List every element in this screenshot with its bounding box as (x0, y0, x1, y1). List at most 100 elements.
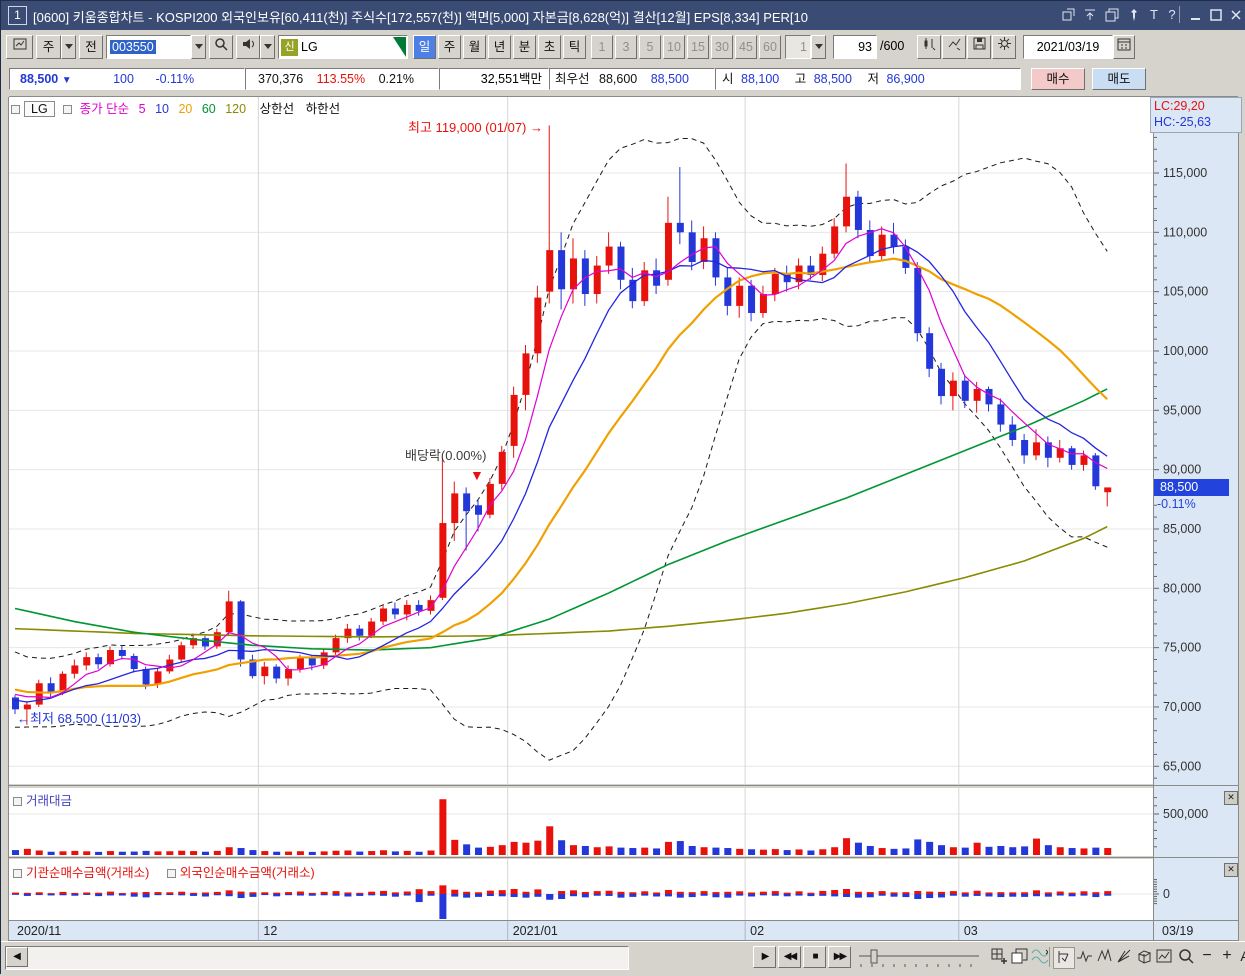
tick-interval-field[interactable]: 1 (785, 35, 811, 59)
pin-icon[interactable] (1125, 6, 1143, 24)
legend-toggle2-icon[interactable] (63, 105, 73, 114)
chart-window-icon[interactable] (6, 35, 33, 59)
tick-1-button[interactable]: 1 (591, 35, 613, 59)
foreign-bar (106, 894, 114, 896)
period-minute-button[interactable]: 분 (513, 35, 536, 59)
popout-icon[interactable] (1059, 6, 1077, 24)
period-month-button[interactable]: 월 (463, 35, 486, 59)
inst-legend-label: 기관순매수금액(거래소) (26, 866, 150, 880)
foreign-bar (914, 891, 922, 894)
zoom-out-button[interactable]: − (1202, 947, 1212, 964)
inst-bar (1044, 894, 1052, 897)
close-icon[interactable] (1227, 6, 1245, 24)
stock-name-box[interactable]: 신 LG (278, 35, 408, 59)
search-icon[interactable] (209, 35, 233, 59)
candle-settings-icon[interactable] (917, 35, 941, 59)
stop-button[interactable]: ■ (803, 946, 826, 968)
font-size-button[interactable]: A (1235, 946, 1245, 968)
candle-body (308, 658, 316, 666)
speaker-icon[interactable] (236, 35, 260, 59)
fast-forward-button[interactable]: ▶▶ (828, 946, 851, 968)
chart-image-icon[interactable] (1154, 947, 1174, 967)
y-axis-label: 115,000 (1163, 166, 1207, 180)
inst-bar (664, 889, 672, 894)
inst-legend-icon[interactable] (13, 869, 22, 878)
angle-line-icon[interactable] (1114, 947, 1134, 967)
save-icon[interactable] (967, 35, 991, 59)
period-second-button[interactable]: 초 (538, 35, 561, 59)
volume-bar (95, 851, 103, 855)
bar-count-input[interactable]: 93 (833, 35, 877, 59)
crosshair-cursor-icon[interactable] (1053, 947, 1075, 969)
inst-bar (593, 891, 601, 894)
line-settings-icon[interactable] (942, 35, 966, 59)
volume-bar (12, 850, 19, 855)
scroll-left-button[interactable]: ◀ (6, 947, 28, 967)
volume-bar (201, 851, 209, 855)
volume-legend-icon[interactable] (13, 797, 22, 806)
duplicate-icon[interactable] (1103, 6, 1121, 24)
peak-marker-icon[interactable] (1074, 947, 1094, 967)
buy-button[interactable]: 매수 (1031, 68, 1085, 90)
speaker-dropdown[interactable] (260, 35, 275, 59)
foreign-bar (510, 894, 518, 897)
help-icon[interactable]: ? (1168, 7, 1176, 22)
zoom-in-button[interactable]: + (1222, 947, 1232, 964)
candle-body (142, 668, 150, 685)
legend-toggle-icon[interactable] (11, 105, 20, 114)
period-tick-button[interactable]: 틱 (563, 35, 586, 59)
chart-scrollbar[interactable]: ◀ (5, 946, 629, 970)
tick-60-button[interactable]: 60 (759, 35, 781, 59)
volume-bar (118, 851, 126, 855)
volume-panel-close-button[interactable]: ✕ (1224, 791, 1238, 805)
speed-slider[interactable] (857, 946, 982, 975)
foreign-bar (1044, 892, 1052, 894)
text-tool-icon[interactable]: T (1150, 7, 1158, 22)
volume-bar (285, 851, 293, 855)
wave-overlay-icon[interactable] (1029, 947, 1049, 967)
prev-button[interactable]: 전 (79, 35, 103, 59)
zoom-magnifier-icon[interactable] (1176, 947, 1196, 967)
netbuy-panel-close-button[interactable]: ✕ (1224, 863, 1238, 877)
calendar-icon[interactable] (1113, 35, 1135, 59)
maximize-icon[interactable] (1207, 6, 1225, 24)
inst-bar (71, 894, 79, 896)
tick-10-button[interactable]: 10 (663, 35, 685, 59)
cube-chart-icon[interactable] (1134, 947, 1154, 967)
tick-5-button[interactable]: 5 (639, 35, 661, 59)
rewind-button[interactable]: ◀◀ (778, 946, 801, 968)
stock-code-input[interactable]: 003550 (106, 35, 191, 59)
settings-gear-icon[interactable] (992, 35, 1016, 59)
tick-3-button[interactable]: 3 (615, 35, 637, 59)
foreign-legend-icon[interactable] (166, 869, 176, 878)
week-dropdown[interactable] (61, 35, 76, 59)
best-label: 최우선 (555, 72, 590, 86)
volume-bar (558, 840, 566, 855)
ma120-line (14, 525, 1108, 638)
cascade-windows-icon[interactable] (1009, 947, 1029, 967)
period-day-button[interactable]: 일 (413, 35, 436, 59)
period-week-button[interactable]: 주 (438, 35, 461, 59)
play-button[interactable]: ▶ (753, 946, 776, 968)
inst-bar (581, 894, 589, 898)
tick-interval-dropdown[interactable] (811, 35, 826, 59)
tick-45-button[interactable]: 45 (735, 35, 757, 59)
code-dropdown[interactable] (191, 35, 206, 59)
tick-15-button[interactable]: 15 (687, 35, 709, 59)
scroll-top-icon[interactable] (1081, 6, 1099, 24)
tick-30-button[interactable]: 30 (711, 35, 733, 59)
sell-button[interactable]: 매도 (1092, 68, 1146, 90)
inst-bar (59, 891, 67, 894)
volume-bar (807, 850, 815, 855)
candle-body (344, 628, 352, 639)
volume-bar (771, 849, 779, 855)
inst-bar (356, 894, 364, 896)
period-year-button[interactable]: 년 (488, 35, 511, 59)
zigzag-line-icon[interactable] (1094, 947, 1114, 967)
legend-stock-name[interactable]: LG (24, 101, 55, 117)
week-button[interactable]: 주 (36, 35, 61, 59)
grid-add-icon[interactable] (989, 947, 1009, 967)
date-field[interactable]: 2021/03/19 (1023, 35, 1113, 59)
minimize-icon[interactable] (1187, 6, 1205, 24)
open-price: 88,100 (741, 72, 780, 86)
